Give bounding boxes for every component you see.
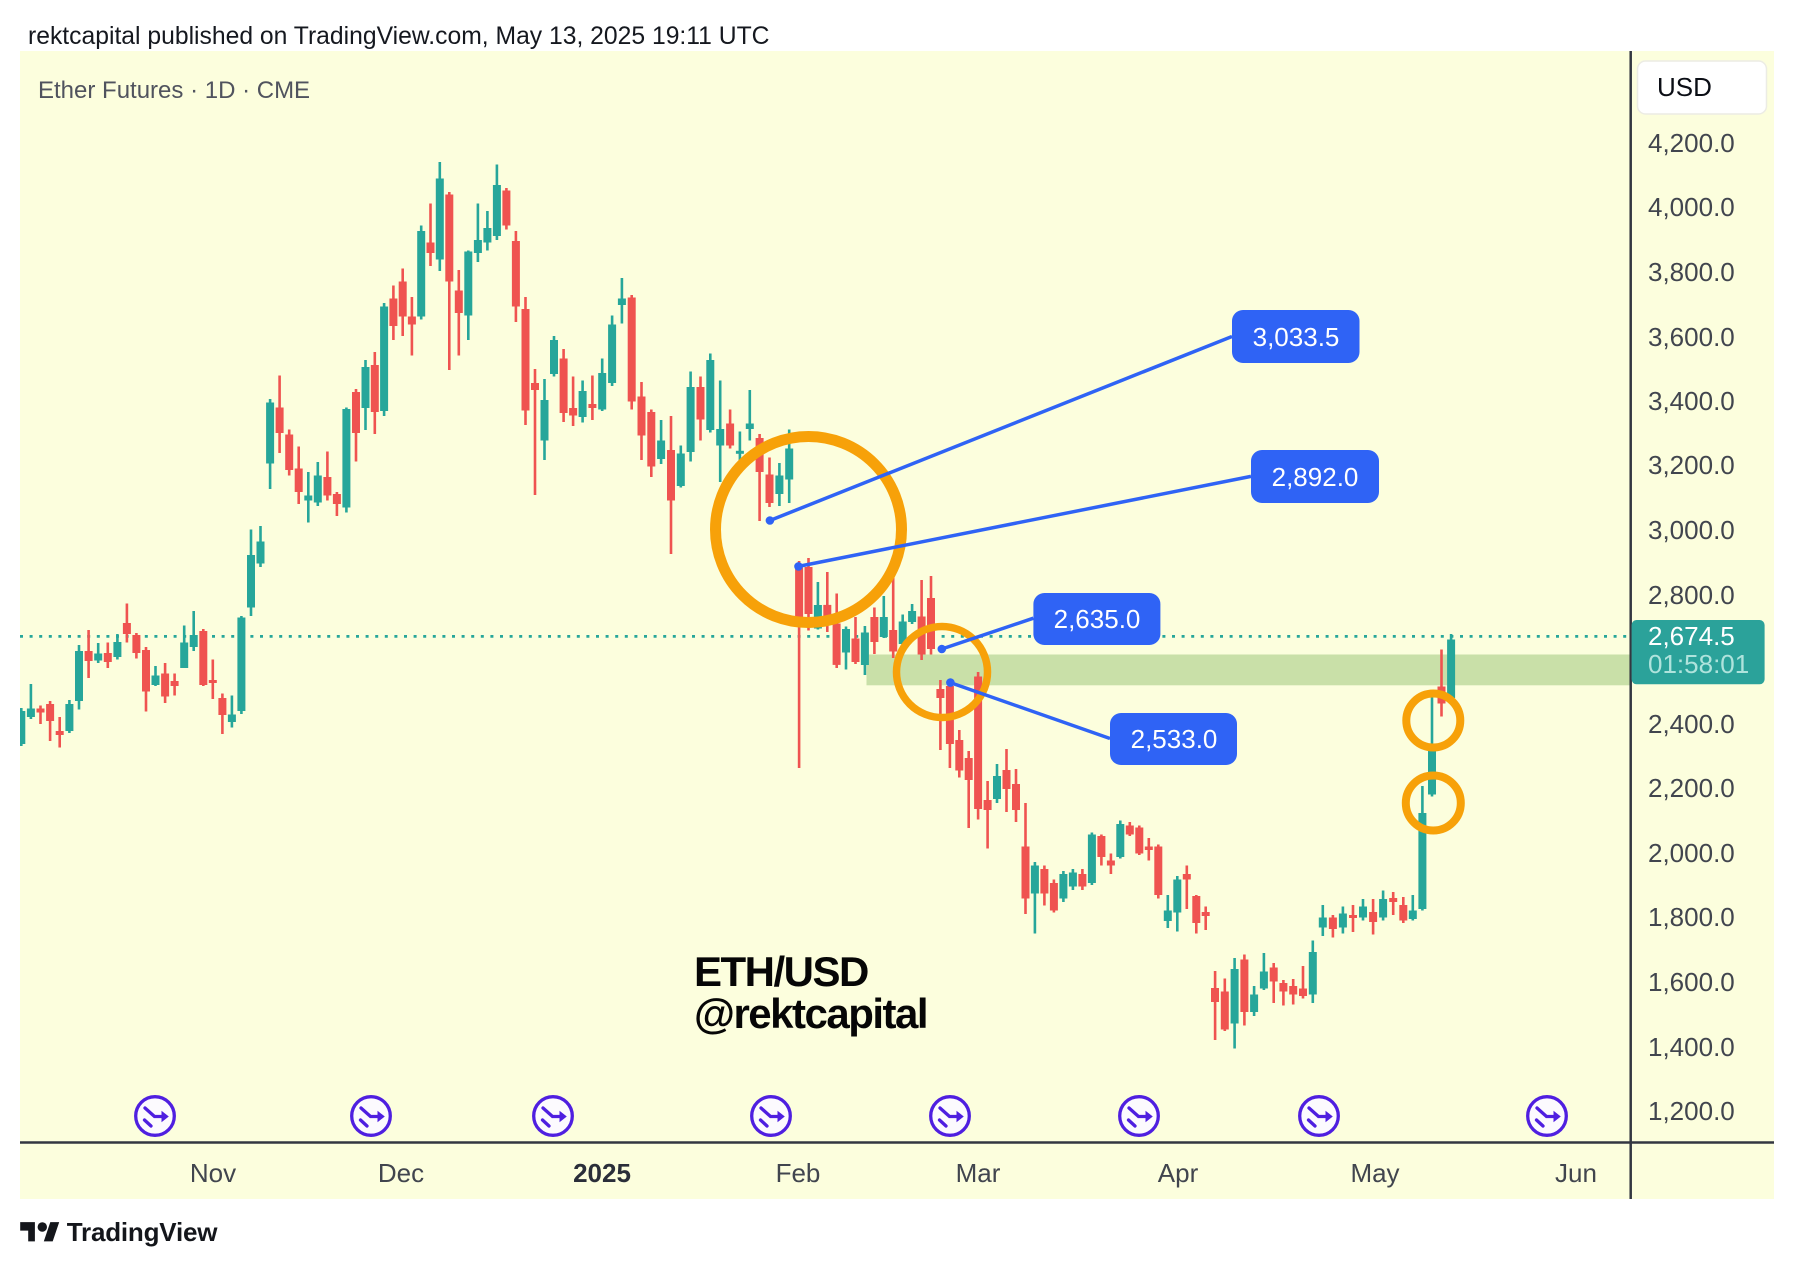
svg-text:2,400.0: 2,400.0 <box>1648 709 1735 739</box>
svg-text:3,200.0: 3,200.0 <box>1648 450 1735 480</box>
svg-text:1,800.0: 1,800.0 <box>1648 902 1735 932</box>
svg-text:3,000.0: 3,000.0 <box>1648 515 1735 545</box>
svg-text:3,600.0: 3,600.0 <box>1648 322 1735 352</box>
svg-text:2,533.0: 2,533.0 <box>1131 724 1218 754</box>
svg-text:Apr: Apr <box>1158 1158 1199 1188</box>
svg-text:Jun: Jun <box>1555 1158 1597 1188</box>
svg-text:1,200.0: 1,200.0 <box>1648 1096 1735 1126</box>
svg-text:Nov: Nov <box>190 1158 236 1188</box>
svg-text:2025: 2025 <box>573 1158 631 1188</box>
svg-text:01:58:01: 01:58:01 <box>1648 649 1749 679</box>
svg-text:2,000.0: 2,000.0 <box>1648 838 1735 868</box>
svg-text:rektcapital published on Tradi: rektcapital published on TradingView.com… <box>28 23 770 50</box>
svg-text:3,800.0: 3,800.0 <box>1648 257 1735 287</box>
svg-text:2,892.0: 2,892.0 <box>1272 462 1359 492</box>
svg-text:@rektcapital: @rektcapital <box>694 990 927 1037</box>
svg-text:May: May <box>1350 1158 1399 1188</box>
svg-text:2,800.0: 2,800.0 <box>1648 580 1735 610</box>
svg-text:Dec: Dec <box>378 1158 424 1188</box>
svg-text:1,600.0: 1,600.0 <box>1648 967 1735 997</box>
svg-text:3,033.5: 3,033.5 <box>1253 322 1340 352</box>
svg-text:3,400.0: 3,400.0 <box>1648 386 1735 416</box>
svg-text:2,674.5: 2,674.5 <box>1648 621 1735 651</box>
svg-text:ETH/USD: ETH/USD <box>694 948 868 995</box>
svg-text:Ether Futures · 1D · CME: Ether Futures · 1D · CME <box>38 77 310 104</box>
svg-text:2,200.0: 2,200.0 <box>1648 773 1735 803</box>
svg-text:TradingView: TradingView <box>67 1217 218 1247</box>
svg-text:4,200.0: 4,200.0 <box>1648 128 1735 158</box>
svg-text:Mar: Mar <box>956 1158 1001 1188</box>
svg-text:2,635.0: 2,635.0 <box>1054 604 1141 634</box>
svg-text:Feb: Feb <box>776 1158 821 1188</box>
svg-text:USD: USD <box>1657 72 1712 102</box>
svg-text:4,000.0: 4,000.0 <box>1648 192 1735 222</box>
svg-text:1,400.0: 1,400.0 <box>1648 1032 1735 1062</box>
